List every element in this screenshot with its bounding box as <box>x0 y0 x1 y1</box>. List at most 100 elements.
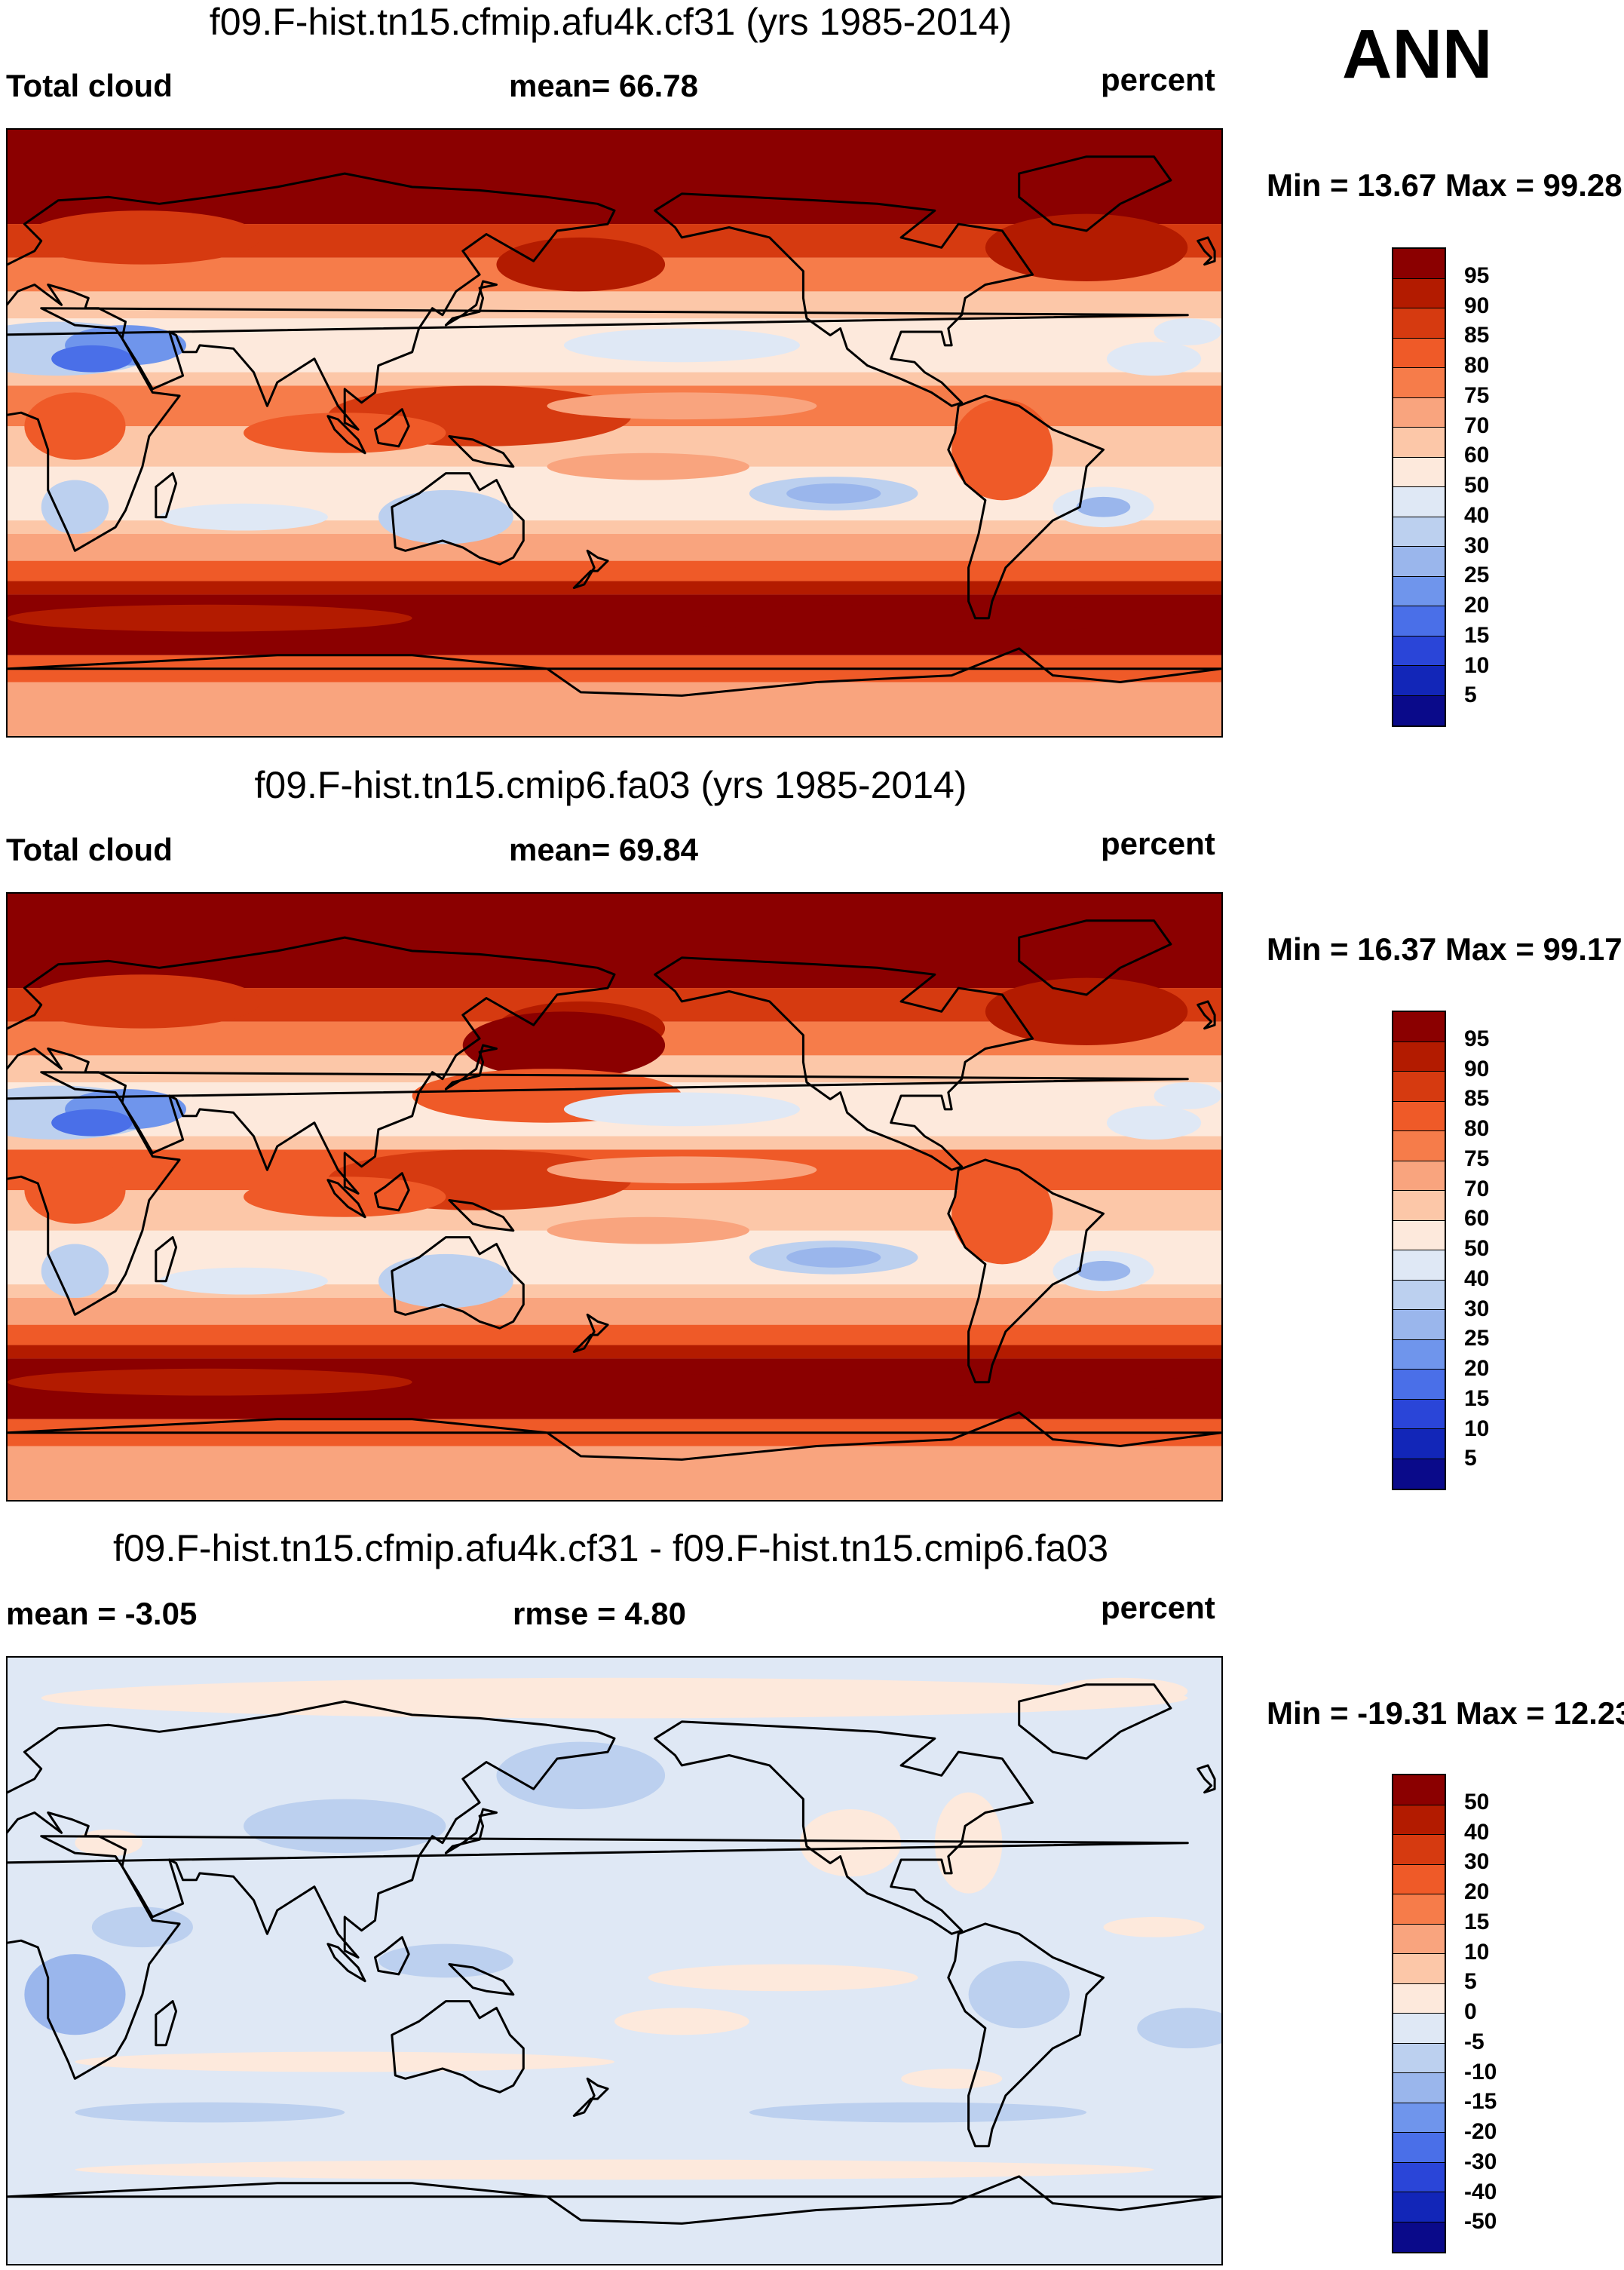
colorbar-segment <box>1393 1220 1445 1250</box>
coastline <box>8 1411 1221 1461</box>
colorbar-segment <box>1393 308 1445 339</box>
coastlines <box>8 155 1221 697</box>
coastline <box>448 435 515 468</box>
colorbar-tick-label: 25 <box>1464 563 1490 588</box>
coastline <box>374 1936 410 1976</box>
colorbar-tick-label: 5 <box>1464 683 1477 708</box>
cloud-contour-region <box>41 1677 1188 1719</box>
cloud-latitude-band <box>8 581 1221 595</box>
cloud-contour-region <box>496 1741 666 1809</box>
panel-3-colorbar <box>1392 1774 1446 2253</box>
colorbar-segment <box>1393 636 1445 666</box>
colorbar-segment <box>1393 2133 1445 2163</box>
coastline <box>155 1236 178 1283</box>
cloud-contour-region <box>24 1954 126 2035</box>
cloud-contour-region <box>934 1792 1003 1894</box>
cloud-contour-region <box>563 1092 800 1127</box>
coastline <box>8 2175 1221 2225</box>
panel-2-variable-label: Total cloud <box>6 832 173 867</box>
panel-3-units-label: percent <box>1101 1590 1215 1625</box>
cloud-contour-region <box>24 210 261 265</box>
cloud-contour-region <box>1076 1260 1131 1281</box>
cloud-contour-region <box>749 2102 1087 2123</box>
cloud-contour-region <box>547 1156 817 1184</box>
coastline <box>326 1943 366 1983</box>
colorbar-segment <box>1393 428 1445 458</box>
colorbar-segment <box>1393 1131 1445 1161</box>
coastline <box>654 1720 1034 1935</box>
colorbar-tick-label: 10 <box>1464 652 1490 678</box>
colorbar-tick-label: 85 <box>1464 1086 1490 1112</box>
cloud-contour-region <box>1154 1082 1221 1109</box>
colorbar-tick-label: 15 <box>1464 622 1490 648</box>
coastline <box>155 472 178 519</box>
coastline <box>8 1835 1189 2080</box>
cloud-contour-region <box>91 1906 193 1948</box>
colorbar-segment <box>1393 1101 1445 1131</box>
panel-3-rmse-label: rmse = 4.80 <box>513 1596 687 1631</box>
cloud-latitude-band <box>8 560 1221 581</box>
colorbar-tick-label: 75 <box>1464 1146 1490 1171</box>
colorbar-segment <box>1393 1954 1445 1984</box>
cloud-contour-region <box>24 974 261 1029</box>
coastline <box>326 1179 366 1219</box>
cloud-latitude-band <box>8 1446 1221 1500</box>
colorbar-tick-label: 60 <box>1464 443 1490 468</box>
cloud-contour-region <box>786 483 881 504</box>
cloud-contour-region <box>41 1244 109 1298</box>
colorbar-tick-label: -5 <box>1464 2029 1485 2054</box>
cloud-contour-region <box>1106 1106 1202 1140</box>
coastlines <box>8 919 1221 1461</box>
colorbar-segment <box>1393 1161 1445 1191</box>
cloud-latitude-band <box>8 534 1221 561</box>
cloud-contour-region <box>159 1267 328 1295</box>
cloud-contour-region <box>563 328 800 363</box>
cloud-contour-region <box>968 1961 1070 2029</box>
cloud-latitude-band <box>8 682 1221 736</box>
colorbar-tick-label: 40 <box>1464 502 1490 528</box>
colorbar-segment <box>1393 695 1445 725</box>
coastline <box>391 472 525 566</box>
colorbar-tick-label: 25 <box>1464 1326 1490 1351</box>
colorbar-segment <box>1393 1310 1445 1340</box>
colorbar-tick-label: -20 <box>1464 2119 1497 2144</box>
cloud-latitude-band <box>8 1324 1221 1345</box>
colorbar-segment <box>1393 2162 1445 2192</box>
colorbar-tick-label: 30 <box>1464 1849 1490 1875</box>
coastline <box>448 1199 515 1232</box>
colorbar-segment <box>1393 517 1445 547</box>
colorbar-segment <box>1393 1191 1445 1221</box>
colorbar-tick-label: 50 <box>1464 1789 1490 1814</box>
colorbar-segment <box>1393 1012 1445 1042</box>
colorbar-segment <box>1393 2014 1445 2044</box>
cloud-contour-region <box>51 1109 133 1137</box>
colorbar-segment <box>1393 368 1445 398</box>
coastline <box>572 2077 609 2117</box>
colorbar-segment <box>1393 1399 1445 1429</box>
coastline <box>374 1172 410 1212</box>
colorbar-segment <box>1393 547 1445 577</box>
coastline <box>8 172 616 431</box>
panel-3-map <box>6 1656 1223 2265</box>
colorbar-segment <box>1393 576 1445 606</box>
colorbar-tick-label: 0 <box>1464 1999 1477 2024</box>
coastline <box>572 1313 609 1353</box>
coastline <box>1197 1764 1216 1794</box>
coastline <box>374 408 410 448</box>
colorbar-tick-label: 70 <box>1464 413 1490 438</box>
coastline <box>8 647 1221 697</box>
colorbar-segment <box>1393 666 1445 696</box>
cloud-contour-region <box>462 1011 666 1079</box>
colorbar-tick-label: 30 <box>1464 532 1490 558</box>
colorbar-tick-label: 20 <box>1464 593 1490 618</box>
cloud-contour-region <box>951 399 1053 501</box>
coastline <box>326 415 366 455</box>
colorbar-tick-label: 10 <box>1464 1939 1490 1965</box>
cloud-latitude-band <box>8 1345 1221 1359</box>
colorbar-segment <box>1393 1072 1445 1102</box>
panel-1-colorbar <box>1392 247 1446 727</box>
panel-3-colorbar-ticks: 50 40 30 20 15 10 5 0 -5 -10 -15 -20 -30 -40 -50 <box>1464 1774 1555 2253</box>
cloud-contour-region <box>244 1176 446 1217</box>
panel-2-colorbar-ticks: 95 90 85 80 75 70 60 50 40 30 25 20 15 10 5 <box>1464 1011 1555 1490</box>
cloud-contour-region <box>51 345 133 373</box>
